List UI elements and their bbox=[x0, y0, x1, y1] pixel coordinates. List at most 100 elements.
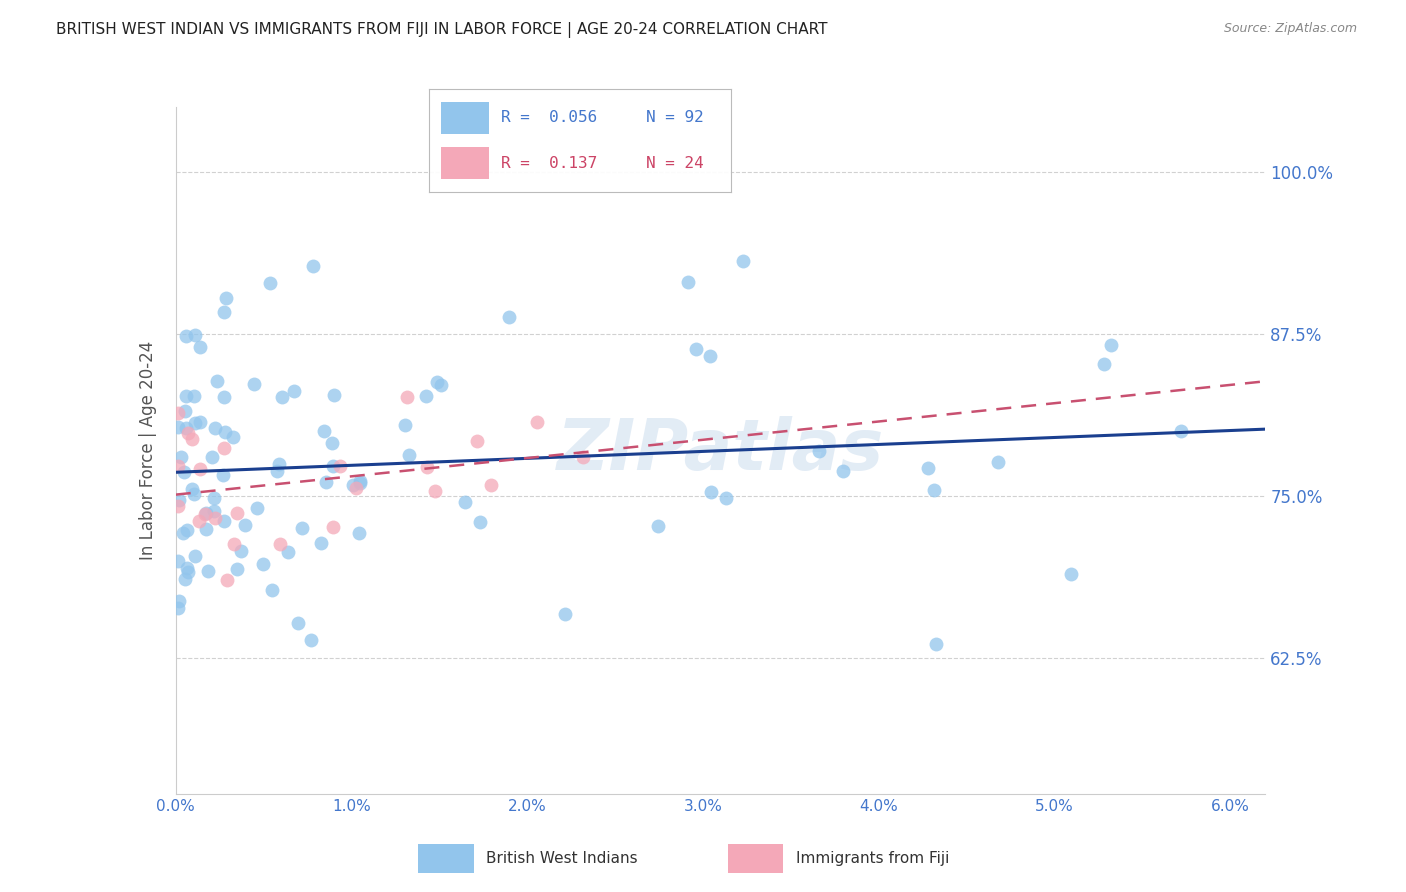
Point bbox=[246, 501, 269, 516]
Point bbox=[217, 573, 239, 587]
Point bbox=[302, 259, 325, 273]
Point bbox=[426, 375, 449, 389]
Point bbox=[229, 543, 252, 558]
Point bbox=[167, 420, 190, 434]
Point bbox=[699, 349, 721, 363]
Point bbox=[184, 416, 207, 430]
Bar bbox=[441, 102, 489, 135]
Point bbox=[342, 478, 364, 492]
Point bbox=[832, 464, 855, 478]
Point bbox=[315, 475, 337, 490]
Point bbox=[269, 457, 291, 471]
Point bbox=[204, 421, 226, 435]
Text: Immigrants from Fiji: Immigrants from Fiji bbox=[796, 851, 949, 866]
Point bbox=[394, 417, 416, 432]
Point bbox=[173, 466, 195, 480]
Point bbox=[423, 484, 446, 499]
Point bbox=[222, 537, 245, 551]
Point bbox=[222, 430, 245, 444]
Text: ZIPatlas: ZIPatlas bbox=[557, 416, 884, 485]
Point bbox=[299, 632, 322, 647]
Point bbox=[1060, 567, 1083, 582]
Point bbox=[270, 390, 292, 404]
Point bbox=[416, 460, 439, 475]
Point bbox=[212, 515, 235, 529]
Point bbox=[349, 474, 371, 488]
Point bbox=[214, 291, 236, 305]
Point bbox=[204, 503, 226, 517]
Point bbox=[498, 310, 520, 324]
Point bbox=[395, 390, 418, 404]
Point bbox=[214, 425, 236, 439]
Point bbox=[807, 444, 830, 458]
Point bbox=[287, 615, 309, 630]
Point bbox=[269, 537, 291, 551]
Point bbox=[176, 389, 198, 403]
Point bbox=[166, 499, 188, 513]
Point bbox=[479, 477, 502, 491]
Point bbox=[207, 374, 229, 388]
Point bbox=[181, 432, 204, 446]
Point bbox=[183, 389, 205, 403]
Point bbox=[225, 562, 247, 576]
Point bbox=[676, 275, 699, 289]
Point bbox=[731, 253, 754, 268]
Point bbox=[212, 391, 235, 405]
Point bbox=[647, 519, 669, 533]
Point bbox=[322, 458, 344, 473]
Point bbox=[197, 564, 219, 578]
Point bbox=[454, 495, 477, 509]
Point bbox=[195, 506, 218, 520]
Point bbox=[176, 329, 198, 343]
Point bbox=[1101, 338, 1123, 352]
Point bbox=[398, 448, 420, 462]
Point bbox=[183, 487, 205, 501]
Point bbox=[180, 482, 202, 496]
Point bbox=[430, 377, 453, 392]
Point bbox=[201, 450, 224, 464]
Point bbox=[347, 526, 370, 541]
Point bbox=[173, 572, 195, 586]
Text: BRITISH WEST INDIAN VS IMMIGRANTS FROM FIJI IN LABOR FORCE | AGE 20-24 CORRELATI: BRITISH WEST INDIAN VS IMMIGRANTS FROM F… bbox=[56, 22, 828, 38]
Point bbox=[212, 468, 235, 483]
Point bbox=[169, 492, 191, 507]
Point bbox=[194, 522, 217, 536]
Point bbox=[321, 436, 343, 450]
Point bbox=[526, 415, 548, 429]
Point bbox=[468, 515, 491, 529]
Point bbox=[283, 384, 305, 399]
Point bbox=[925, 637, 948, 651]
Text: Source: ZipAtlas.com: Source: ZipAtlas.com bbox=[1223, 22, 1357, 36]
Point bbox=[465, 434, 488, 449]
Text: N = 92: N = 92 bbox=[647, 111, 704, 126]
Point bbox=[226, 506, 249, 520]
Point bbox=[922, 483, 945, 498]
Point bbox=[259, 276, 281, 290]
Point bbox=[322, 520, 344, 534]
Point bbox=[252, 557, 274, 571]
Text: R =  0.137: R = 0.137 bbox=[502, 155, 598, 170]
Point bbox=[174, 421, 197, 435]
Point bbox=[277, 545, 299, 559]
Text: British West Indians: British West Indians bbox=[486, 851, 638, 866]
Point bbox=[184, 328, 207, 343]
Point bbox=[1170, 424, 1192, 438]
Point bbox=[172, 526, 194, 541]
Point bbox=[188, 340, 211, 354]
Point bbox=[188, 462, 211, 476]
Point bbox=[291, 521, 314, 535]
Point bbox=[554, 607, 576, 622]
Point bbox=[184, 549, 207, 563]
Point bbox=[188, 515, 211, 529]
Point bbox=[177, 425, 200, 440]
Point bbox=[166, 459, 188, 474]
Y-axis label: In Labor Force | Age 20-24: In Labor Force | Age 20-24 bbox=[139, 341, 157, 560]
Point bbox=[233, 518, 256, 533]
Point bbox=[266, 465, 288, 479]
Point bbox=[572, 450, 595, 464]
Point bbox=[700, 485, 723, 500]
Point bbox=[323, 388, 346, 402]
Point bbox=[202, 491, 225, 505]
Point bbox=[344, 481, 367, 495]
Bar bbox=[728, 844, 783, 873]
